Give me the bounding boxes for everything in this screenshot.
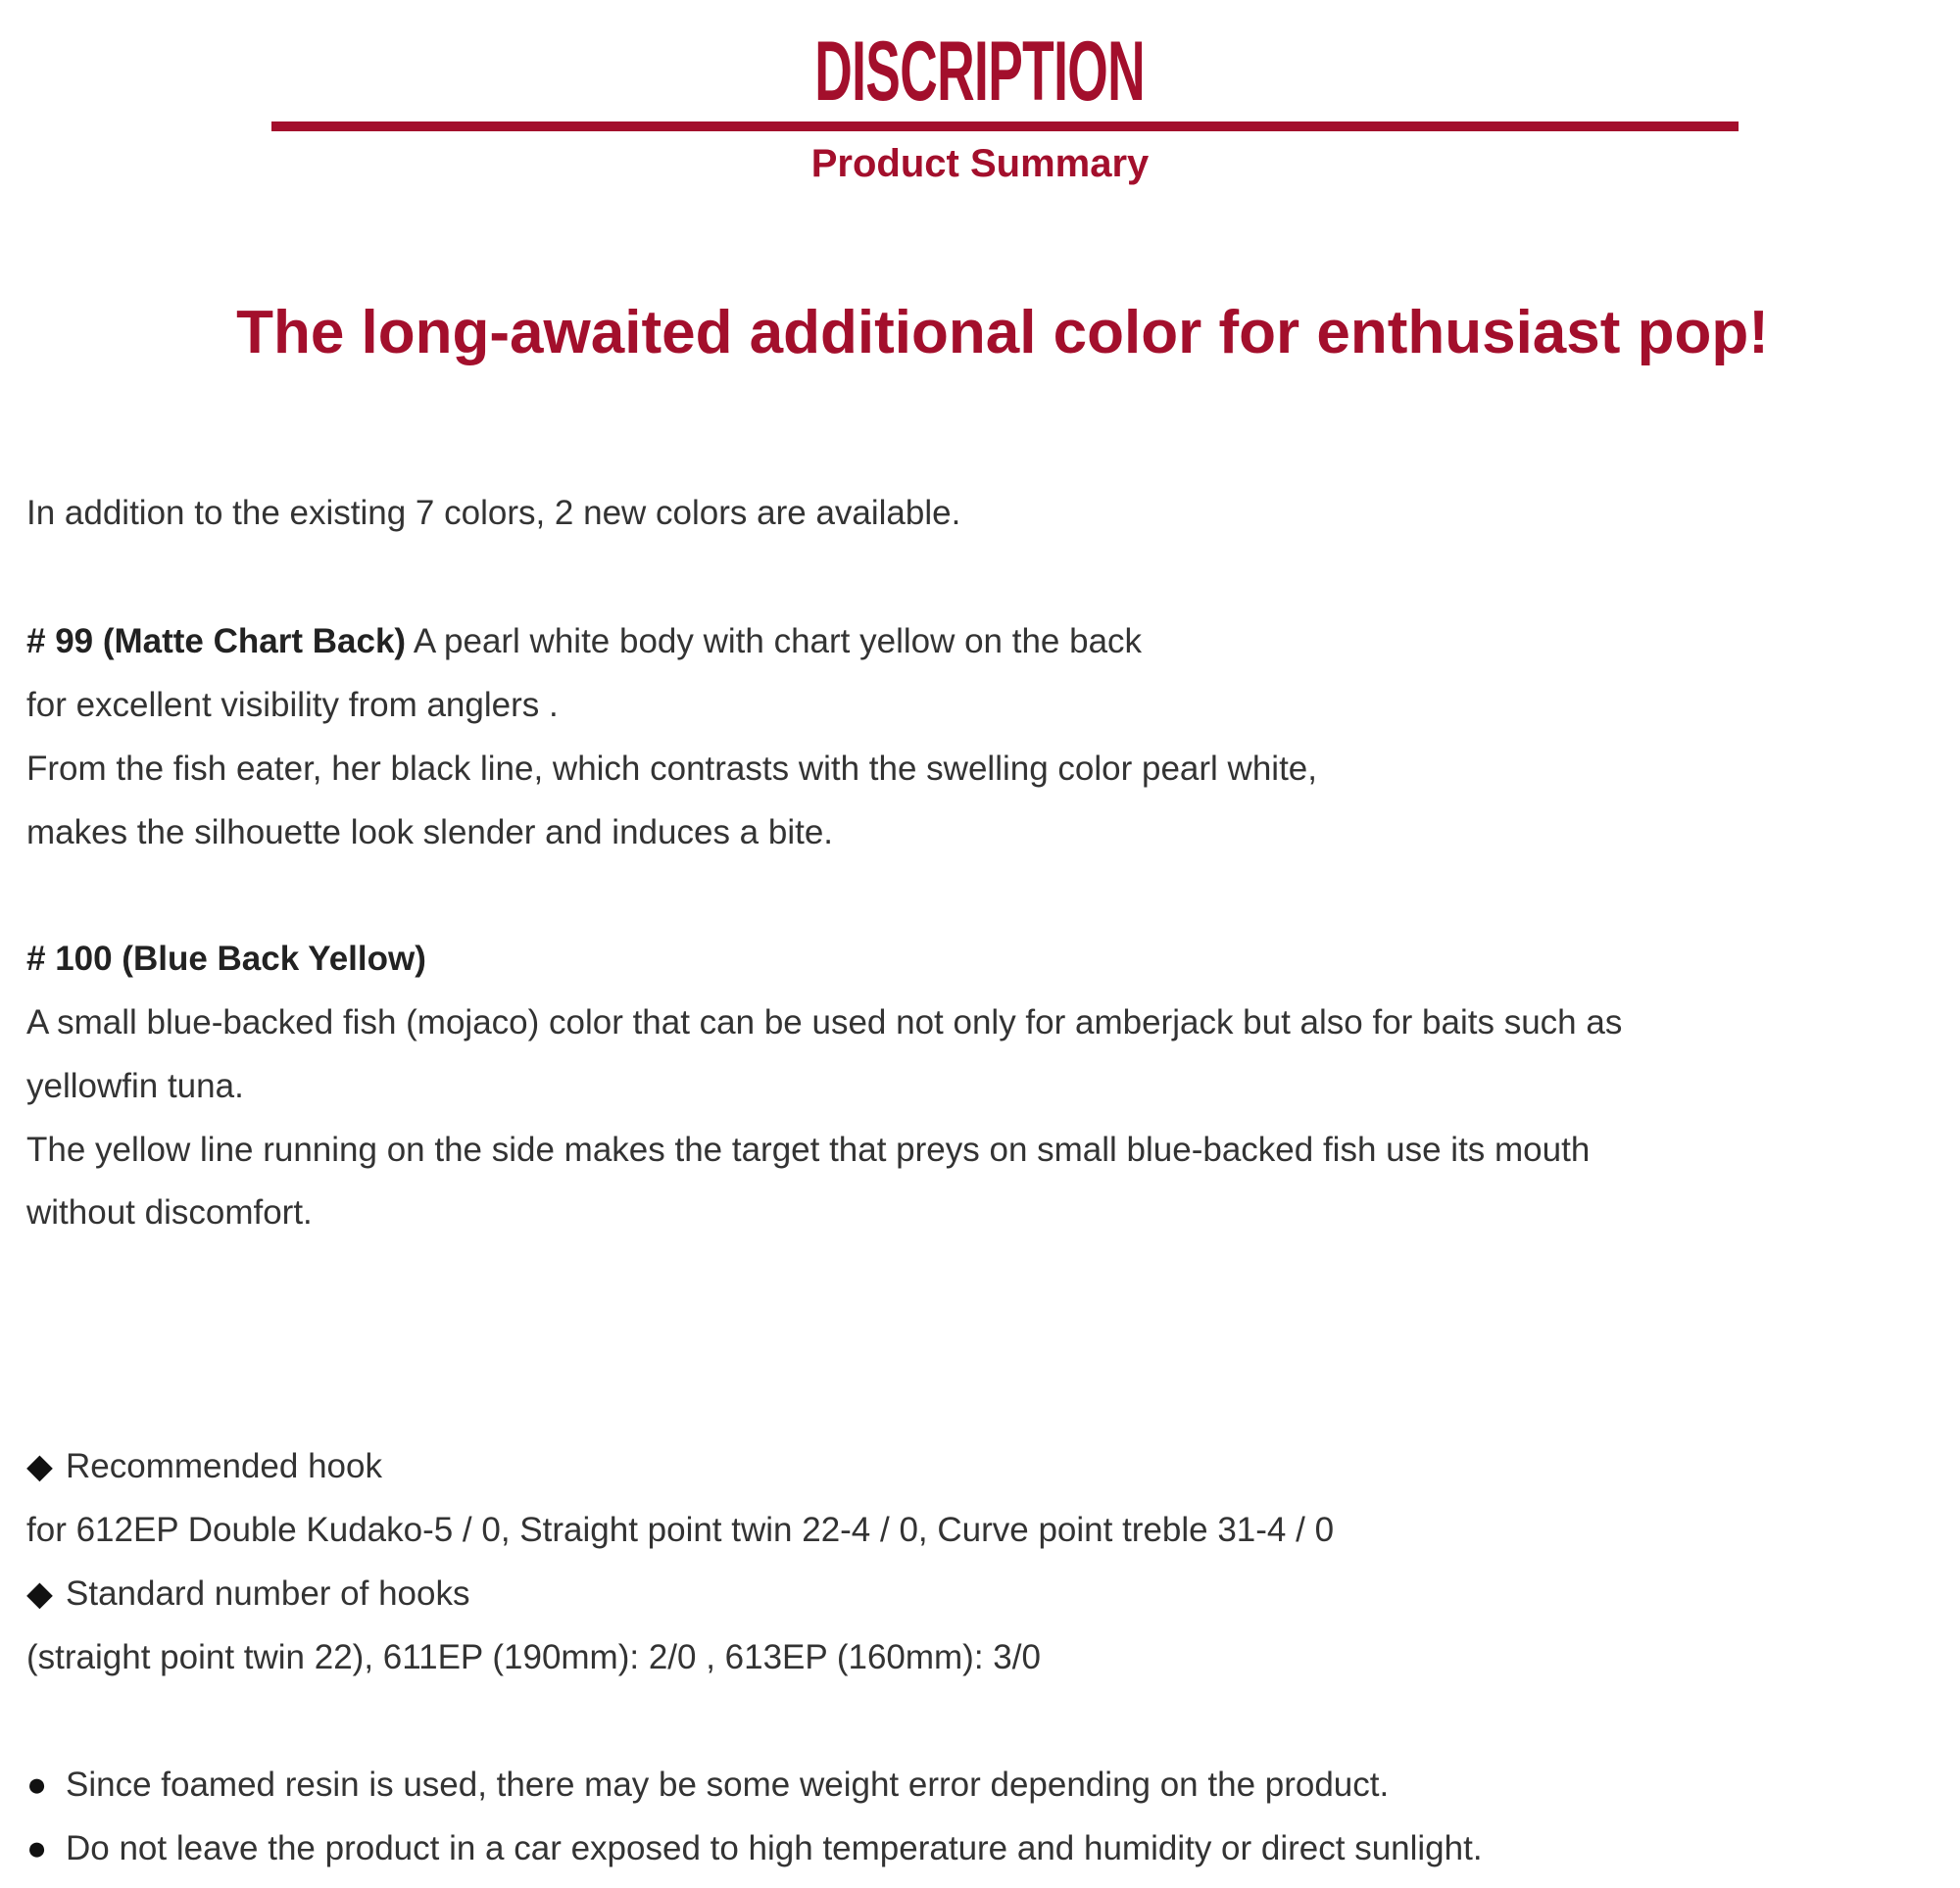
- note-item: ● Since foamed resin is used, there may b…: [26, 1753, 1389, 1816]
- color-99-line: makes the silhouette look slender and in…: [26, 813, 834, 851]
- note-text: Do not leave the product in a car expose…: [66, 1829, 1483, 1867]
- spec-heading-standard-hooks: ◆ Standard number of hooks: [26, 1562, 469, 1625]
- color-100-line: A small blue-backed fish (mojaco) color …: [26, 1003, 1623, 1041]
- spec-heading-text: Recommended hook: [66, 1447, 382, 1485]
- color-100-label-text: # 100 (Blue Back Yellow): [26, 940, 426, 978]
- color-99-line: for excellent visibility from anglers .: [26, 686, 559, 724]
- bullet-circle-icon: ●: [26, 1829, 48, 1867]
- bullet-circle-icon: ●: [26, 1766, 48, 1804]
- color-100-line: The yellow line running on the side make…: [26, 1131, 1591, 1169]
- color-100-line: yellowfin tuna.: [26, 1067, 244, 1105]
- color-100-line: without discomfort.: [26, 1193, 313, 1232]
- headline: The long-awaited additional color for en…: [236, 299, 1769, 366]
- diamond-icon: ◆: [26, 1574, 53, 1613]
- section-title-text: DISCRIPTION: [814, 24, 1146, 119]
- diamond-icon: ◆: [26, 1447, 53, 1485]
- note-item: ● Do not leave the product in a car expos…: [26, 1816, 1483, 1880]
- spec-heading-recommended-hook: ◆ Recommended hook: [26, 1434, 382, 1498]
- color-99-line: From the fish eater, her black line, whi…: [26, 750, 1317, 788]
- note-text: Since foamed resin is used, there may be…: [66, 1766, 1390, 1804]
- section-title: DISCRIPTION: [0, 29, 1960, 114]
- section-subtitle: Product Summary: [810, 142, 1150, 185]
- title-divider: [271, 121, 1739, 131]
- color-99-desc: A pearl white body with chart yellow on …: [406, 622, 1143, 660]
- color-99-label: # 99 (Matte Chart Back): [26, 622, 407, 660]
- spec-heading-text: Standard number of hooks: [66, 1574, 470, 1613]
- spec-text: for 612EP Double Kudako-5 / 0, Straight …: [26, 1511, 1335, 1549]
- intro-text: In addition to the existing 7 colors, 2 …: [26, 494, 961, 532]
- spec-text: (straight point twin 22), 611EP (190mm):…: [26, 1638, 1041, 1676]
- color-99-line: # 99 (Matte Chart Back) A pearl white bo…: [26, 609, 1142, 673]
- color-100-label: # 100 (Blue Back Yellow): [26, 927, 426, 991]
